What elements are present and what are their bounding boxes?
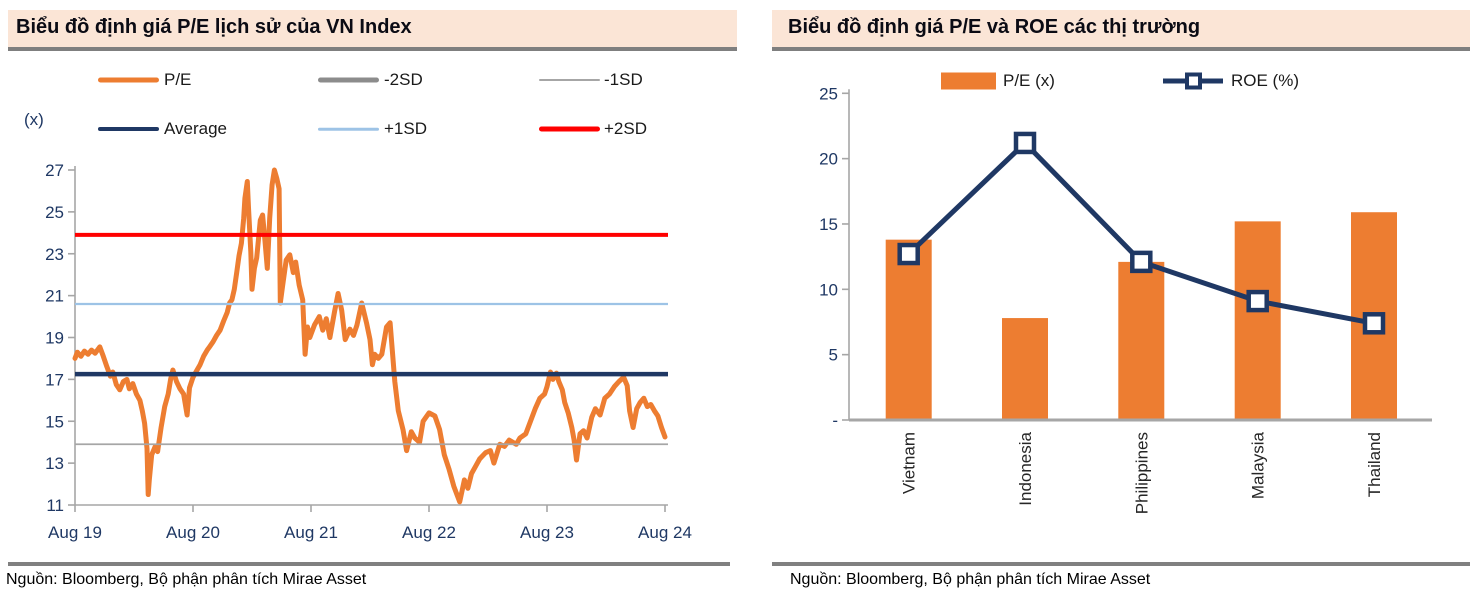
legend-swatch-minus1sd — [539, 79, 600, 81]
y-tick-label: 20 — [819, 150, 838, 169]
left-source: Nguồn: Bloomberg, Bộ phận phân tích Mira… — [6, 571, 367, 588]
legend-swatch-plus2sd — [539, 126, 600, 132]
y-tick-label: 21 — [45, 287, 64, 306]
y-tick-label: 19 — [45, 329, 64, 348]
legend-label: +1SD — [384, 119, 427, 138]
pe-history-chart: 11 13 15 17 19 21 23 25 27 Aug 19 Aug 20 Aug 21 Aug … — [45, 161, 692, 542]
y-tick-label: 25 — [45, 203, 64, 222]
y-tick-label: 25 — [819, 84, 838, 103]
pe-roe-markets-chart: - 5 10 15 20 25 Vietnam Indonesia Philippines Mal… — [819, 84, 1432, 514]
y-tick-label: 10 — [819, 280, 838, 299]
roe-marker-thailand — [1362, 312, 1386, 335]
y-axis-unit-label: (x) — [24, 110, 44, 129]
legend-label-pe: P/E (x) — [1003, 71, 1055, 90]
legend-label: -2SD — [384, 70, 423, 89]
y-tick-label: 13 — [45, 454, 64, 473]
legend-swatch-p/e — [98, 77, 159, 83]
left-chart-title: Biểu đồ định giá P/E lịch sử của VN Inde… — [16, 16, 412, 38]
y-tick-label: 15 — [45, 412, 64, 431]
legend-label: +2SD — [604, 119, 647, 138]
right-source: Nguồn: Bloomberg, Bộ phận phân tích Mira… — [790, 571, 1151, 588]
bar-philippines — [1118, 261, 1165, 420]
y-tick-label: 11 — [46, 496, 64, 515]
right-divider — [772, 562, 1470, 566]
right-chart-title: Biểu đồ định giá P/E và ROE các thị trườ… — [788, 16, 1201, 38]
pe-line — [72, 167, 668, 505]
category-label-thailand: Thailand — [1365, 432, 1384, 497]
category-label-indonesia: Indonesia — [1016, 431, 1035, 505]
left-chart-title-bar: Biểu đồ định giá P/E lịch sử của VN Inde… — [8, 10, 737, 51]
category-label-vietnam: Vietnam — [900, 432, 919, 494]
legend-swatch-plus1sd — [318, 127, 379, 131]
legend-label: -1SD — [604, 70, 643, 89]
legend-marker-roe — [1185, 72, 1202, 90]
roe-marker-vietnam — [897, 242, 920, 266]
left-divider — [8, 562, 730, 566]
legend-swatch-pe — [941, 72, 996, 90]
category-label-philippines: Philippines — [1132, 432, 1151, 514]
y-tick-label: 23 — [45, 245, 64, 264]
roe-marker-philippines — [1130, 250, 1153, 274]
legend-label: Average — [164, 119, 228, 138]
x-tick-label: Aug 24 — [638, 523, 692, 542]
x-tick-label: Aug 22 — [402, 523, 456, 542]
legend-swatch-average — [98, 127, 159, 131]
roe-marker-malaysia — [1246, 289, 1269, 313]
bar-indonesia — [1002, 318, 1048, 420]
y-tick-label: 15 — [819, 215, 838, 234]
legend-swatch-minus2sd — [318, 77, 379, 83]
category-label-malaysia: Malaysia — [1249, 431, 1268, 499]
legend-label: P/E — [164, 70, 192, 89]
x-tick-label: Aug 19 — [48, 523, 102, 542]
x-tick-label: Aug 20 — [166, 523, 220, 542]
y-tick-label: - — [832, 411, 838, 430]
bar-malaysia — [1234, 221, 1281, 420]
x-tick-label: Aug 21 — [284, 523, 338, 542]
y-tick-label: 17 — [45, 370, 64, 389]
roe-marker-indonesia — [1013, 131, 1037, 155]
y-tick-label: 27 — [45, 161, 64, 180]
y-tick-label: 5 — [829, 346, 838, 365]
x-tick-label: Aug 23 — [520, 523, 574, 542]
right-chart-title-bar: Biểu đồ định giá P/E và ROE các thị trườ… — [772, 10, 1470, 51]
bar-vietnam — [885, 239, 932, 420]
legend-label-roe: ROE (%) — [1231, 71, 1299, 90]
